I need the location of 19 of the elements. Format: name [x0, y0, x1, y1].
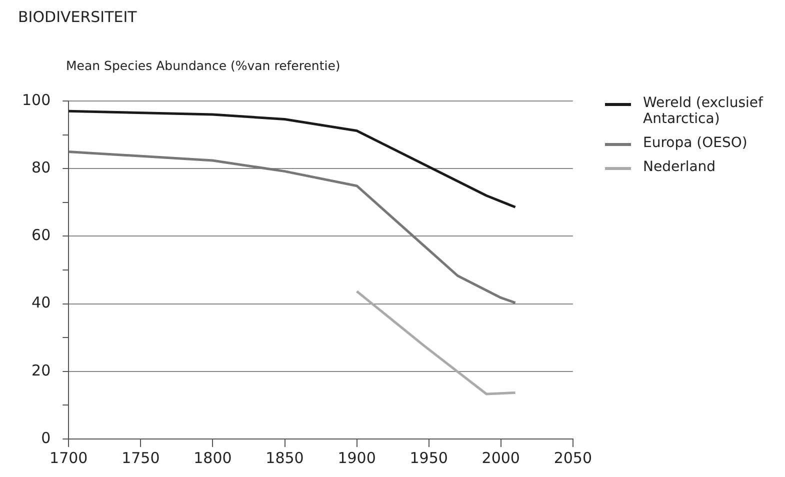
y-tick-label: 80 — [32, 158, 51, 176]
x-tick-label: 1700 — [50, 448, 88, 467]
x-tick-label: 1950 — [410, 448, 448, 467]
chart-title: BIODIVERSITEIT — [18, 8, 137, 26]
x-tick-label: 1850 — [266, 448, 304, 467]
x-tick-label: 1800 — [194, 448, 232, 467]
x-tick-label: 1750 — [122, 448, 160, 467]
legend-label: Nederland — [643, 159, 716, 175]
y-tick-label: 40 — [32, 294, 51, 312]
x-tick-label: 2050 — [554, 448, 592, 467]
y-axis-title: Mean Species Abundance (%van referentie) — [66, 58, 340, 73]
x-tick-label: 2000 — [482, 448, 520, 467]
legend-label: Europa (OESO) — [643, 135, 748, 151]
y-tick-label: 60 — [32, 226, 51, 244]
x-tick-label: 1900 — [338, 448, 376, 467]
legend-label: Wereld (exclusief Antarctica) — [643, 95, 764, 127]
y-tick-label: 100 — [22, 90, 51, 109]
y-tick-label: 0 — [41, 428, 51, 447]
y-tick-label: 20 — [32, 361, 51, 380]
